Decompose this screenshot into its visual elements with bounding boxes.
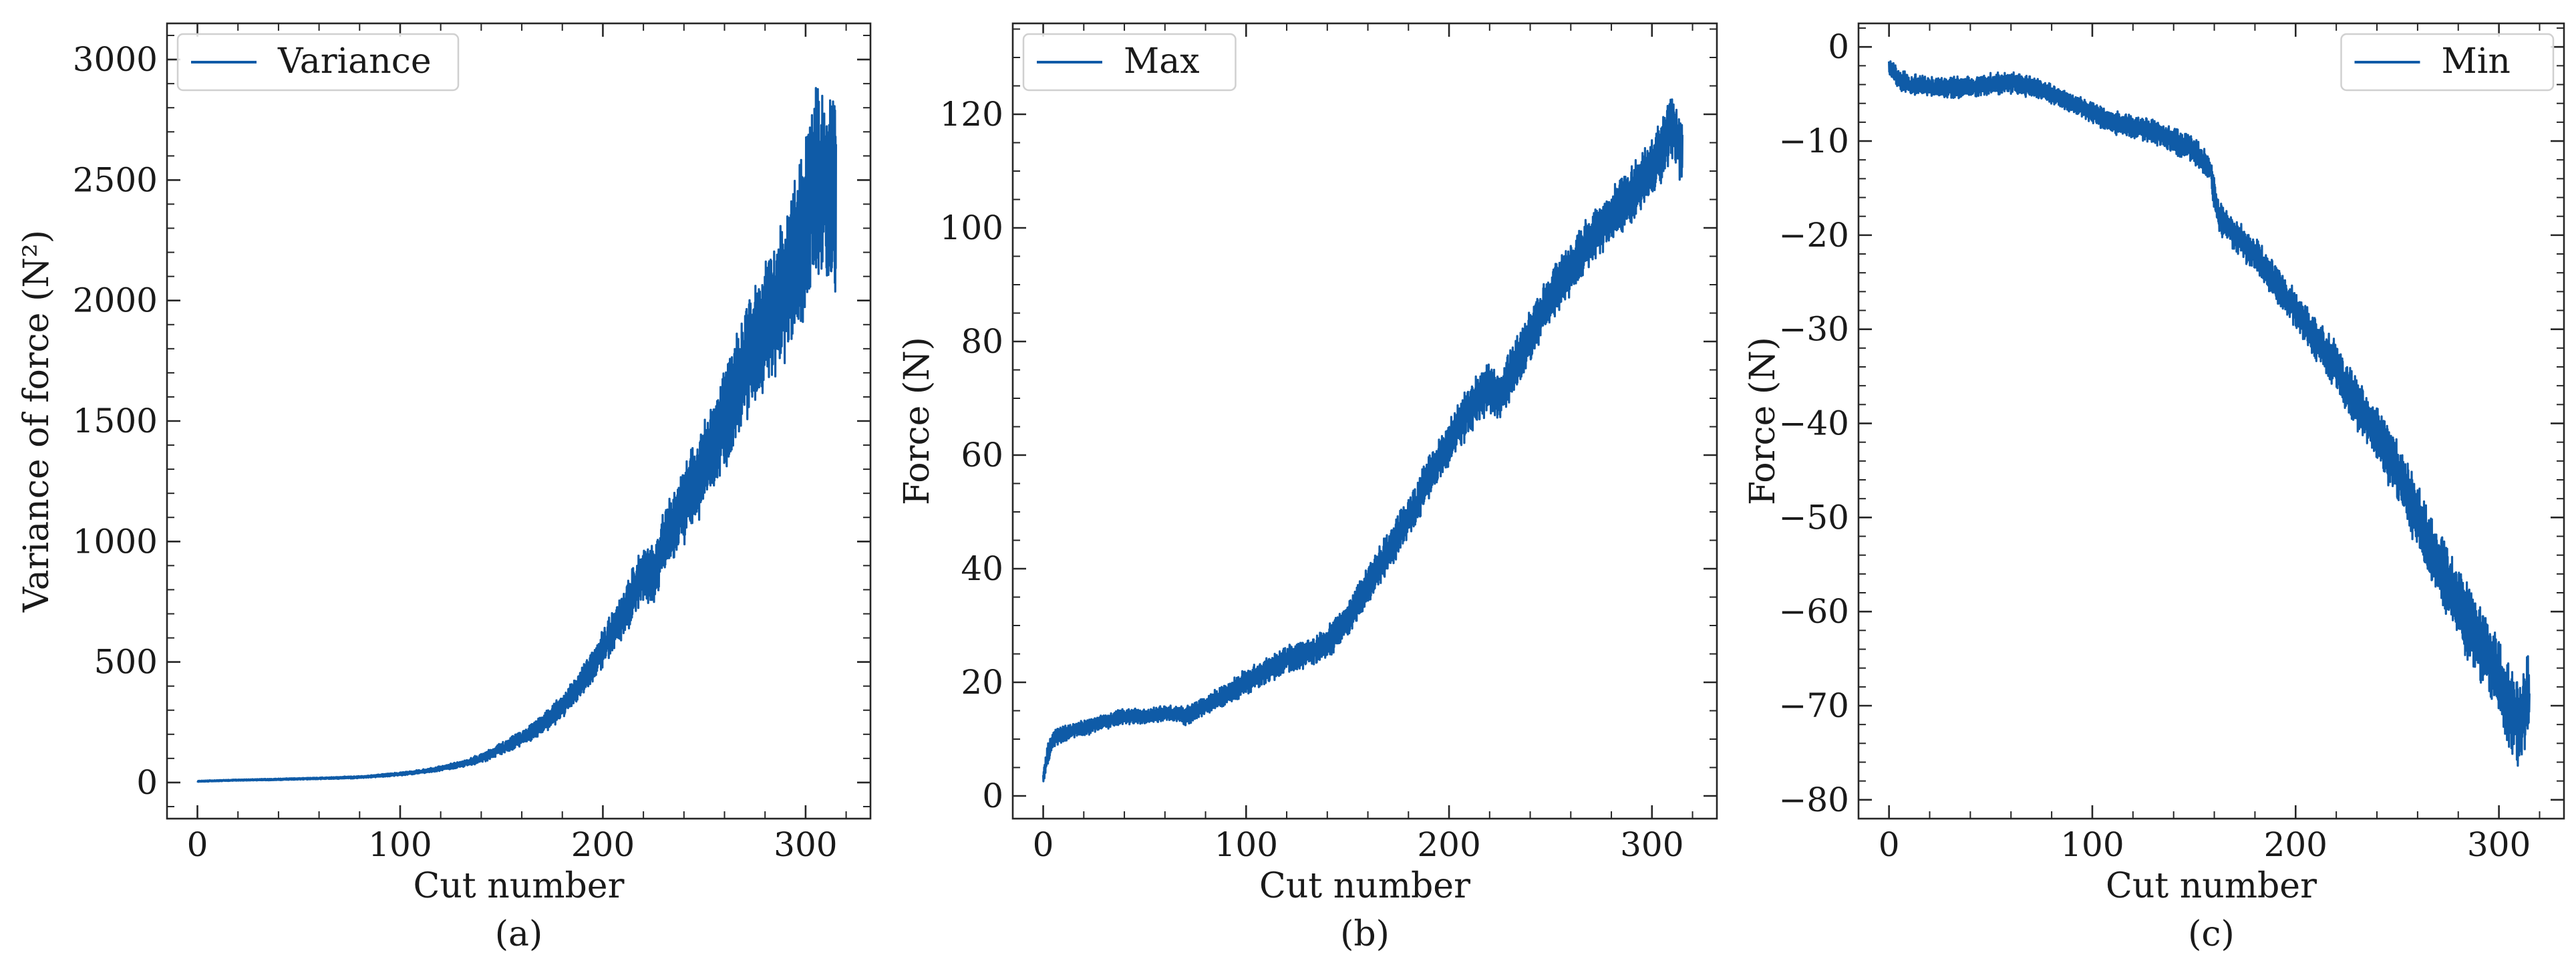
y-tick-label: 100 [940, 209, 1003, 247]
y-tick-label: 3000 [73, 40, 158, 79]
y-tick-label: −50 [1778, 498, 1849, 537]
x-tick-label: 0 [1879, 825, 1900, 864]
y-tick-label: 120 [940, 95, 1003, 134]
y-tick-label: 0 [1828, 27, 1849, 66]
legend-label: Variance [277, 41, 432, 82]
y-tick-label: 2000 [73, 281, 158, 320]
panel-caption: (b) [1340, 914, 1390, 954]
plot-frame [1857, 22, 2565, 820]
x-tick-label: 200 [571, 825, 635, 864]
y-tick-label: −20 [1778, 216, 1849, 255]
x-tick-label: 200 [1417, 825, 1480, 864]
x-tick-label: 300 [1620, 825, 1683, 864]
legend: Max [1022, 33, 1237, 92]
x-tick-label: 300 [774, 825, 837, 864]
minor-ticks [1859, 23, 2564, 819]
y-tick-label: 20 [961, 663, 1003, 702]
x-axis-label: Cut number [2106, 866, 2317, 906]
legend-label: Max [1124, 41, 1200, 82]
y-tick-label: 40 [961, 549, 1003, 588]
y-tick-label: 60 [961, 436, 1003, 474]
minor-ticks [167, 23, 870, 819]
x-tick-label: 200 [2264, 825, 2327, 864]
x-axis-label: Cut number [1259, 866, 1470, 906]
y-tick-label: 0 [136, 763, 158, 802]
panel-caption: (a) [495, 914, 543, 954]
y-tick-label: −30 [1778, 310, 1849, 349]
y-tick-label: 1500 [73, 402, 158, 440]
y-tick-label: −10 [1778, 122, 1849, 160]
y-tick-label: −40 [1778, 404, 1849, 443]
legend-label: Min [2442, 41, 2511, 82]
panel-caption: (c) [2188, 914, 2235, 954]
series-line-max [1042, 98, 1683, 783]
x-axis-label: Cut number [414, 866, 625, 906]
panel-c: 0 100 200 300 0 −10 −20 −30 −40 −50 −60 −70 −80 Cut n… [1743, 22, 2565, 954]
y-axis-label: Force (N) [1743, 337, 1783, 505]
minor-ticks [1013, 23, 1717, 819]
y-tick-label: −60 [1778, 592, 1849, 631]
panel-b: 0 100 200 300 0 20 40 60 80 100 120 Cut number (b) Fo… [897, 22, 1718, 954]
y-tick-label: −70 [1778, 686, 1849, 725]
y-tick-label: 1000 [73, 522, 158, 561]
x-tick-label: 0 [1033, 825, 1054, 864]
y-tick-label: 500 [94, 643, 158, 682]
y-tick-label: 80 [961, 322, 1003, 361]
legend: Min [2340, 33, 2555, 92]
series-line-min [1888, 60, 2531, 767]
y-tick-label: 2500 [73, 160, 158, 199]
y-axis-label: Variance of force (N²) [17, 230, 57, 613]
legend: Variance [176, 33, 460, 92]
plot-frame [1011, 22, 1718, 820]
x-tick-label: 0 [187, 825, 208, 864]
y-tick-label: −80 [1778, 781, 1849, 819]
x-tick-label: 100 [1215, 825, 1278, 864]
series-line-variance [196, 87, 837, 783]
plot-frame [166, 22, 872, 820]
y-axis-label: Force (N) [897, 337, 937, 505]
x-tick-label: 300 [2467, 825, 2531, 864]
x-tick-label: 100 [368, 825, 432, 864]
x-tick-label: 100 [2060, 825, 2124, 864]
y-tick-label: 0 [982, 777, 1003, 815]
